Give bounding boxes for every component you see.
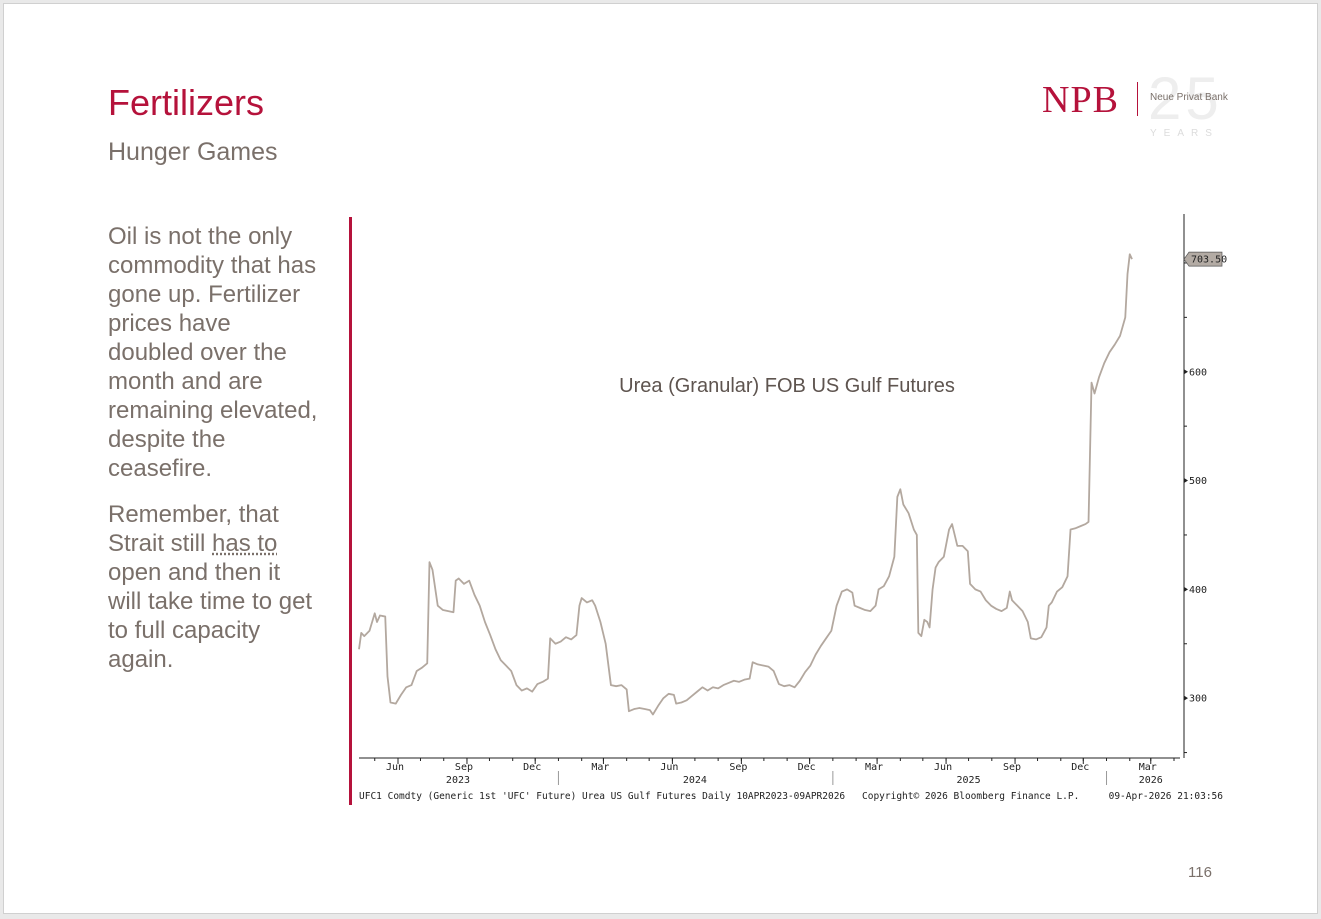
urea-futures-chart: 300 400 500 600 Jun Sep Dec Mar Jun Sep Dec Mar Jun S… (358, 214, 1227, 802)
x-tick-label: Jun (386, 762, 404, 773)
slide: Fertilizers Hunger Games 25 NPB Neue Pri… (3, 3, 1318, 914)
x-year-label: 2024 (683, 775, 707, 786)
y-tick-label: 500 (1189, 476, 1207, 487)
x-tick-label: Sep (455, 762, 473, 773)
anniversary-mark: 25 (1148, 65, 1223, 132)
x-tick-label: Mar (591, 762, 609, 773)
logo-brand: NPB (1042, 79, 1119, 121)
y-tick-mark (1184, 586, 1188, 592)
last-value-label: 703.50 (1191, 255, 1227, 266)
underlined-phrase: has to (212, 530, 278, 557)
x-year-label: 2026 (1139, 775, 1163, 786)
y-tick-mark (1184, 695, 1188, 701)
y-tick-label: 400 (1189, 585, 1207, 596)
commentary-text: Remember, that Strait still (108, 501, 279, 557)
x-year-label: 2023 (446, 775, 470, 786)
last-value-tag (1183, 251, 1223, 267)
x-tick-label: Jun (660, 762, 678, 773)
y-tick-mark (1184, 369, 1188, 375)
x-tick-label: Sep (729, 762, 747, 773)
commentary-text: open and then it will take time to get t… (108, 559, 313, 673)
x-tick-label: Dec (798, 762, 816, 773)
commentary-paragraph-2: Remember, that Strait still has to open … (108, 500, 318, 674)
chart-title: Urea (Granular) FOB US Gulf Futures (619, 375, 955, 397)
x-tick-label: Mar (1139, 762, 1157, 773)
x-year-label: 2025 (957, 775, 981, 786)
series-line (358, 253, 1133, 716)
y-tick-label: 300 (1189, 694, 1207, 705)
slide-subtitle: Hunger Games (108, 138, 278, 166)
x-tick-label: Mar (865, 762, 883, 773)
logo-bank-name: Neue Privat Bank (1150, 92, 1228, 103)
x-tick-label: Jun (934, 762, 952, 773)
commentary-paragraph-1: Oil is not the only commodity that has g… (108, 223, 318, 482)
chart-copyright: Copyright© 2026 Bloomberg Finance L.P. (862, 791, 1079, 802)
y-tick-mark (1184, 478, 1188, 484)
page-number: 116 (1188, 864, 1212, 881)
chart-timestamp: 09-Apr-2026 21:03:56 (1109, 791, 1224, 802)
commentary: Oil is not the only commodity that has g… (108, 222, 318, 691)
x-tick-label: Dec (523, 762, 541, 773)
x-tick-label: Dec (1071, 762, 1089, 773)
chart-source: UFC1 Comdty (Generic 1st 'UFC' Future) U… (359, 791, 845, 802)
y-tick-label: 600 (1189, 367, 1207, 378)
logo-years: YEARS (1150, 128, 1219, 139)
npb-logo: 25 NPB Neue Privat Bank YEARS (1042, 65, 1232, 145)
accent-divider (349, 217, 352, 805)
slide-title: Fertilizers (108, 82, 265, 123)
x-tick-label: Sep (1003, 762, 1021, 773)
logo-divider (1137, 82, 1138, 116)
